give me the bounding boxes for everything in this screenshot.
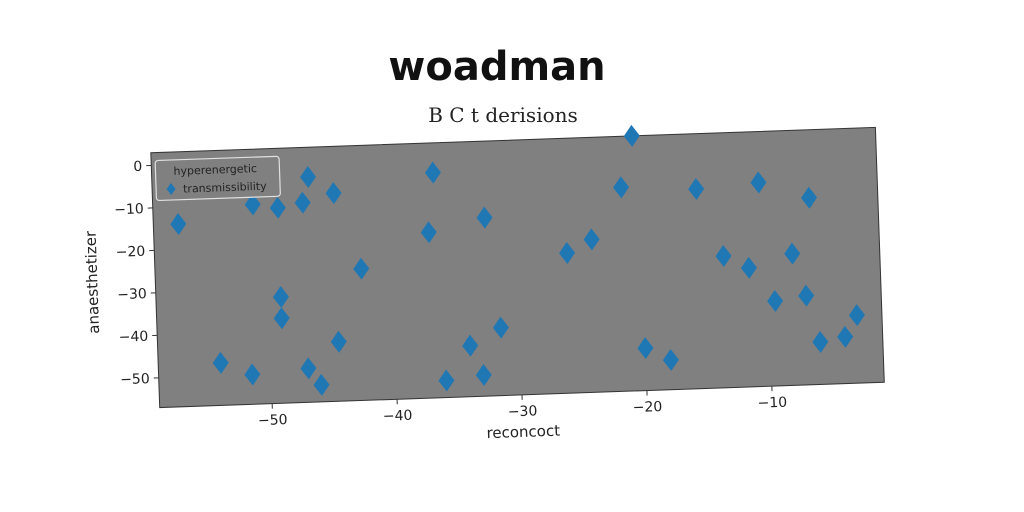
y-tick-label: −40	[118, 329, 148, 346]
x-tick-label: −10	[757, 395, 787, 412]
scatter-point	[623, 124, 640, 147]
scatter-point	[269, 196, 286, 219]
x-tick-label: −50	[258, 412, 288, 429]
scatter-point	[798, 284, 815, 307]
y-tick-label: −20	[115, 244, 145, 261]
chart-suptitle: woadman	[388, 44, 605, 90]
scatter-point	[420, 221, 437, 244]
scatter-point	[300, 165, 317, 188]
legend: hyperenergetic transmissibility	[154, 155, 281, 202]
scatter-point	[212, 351, 229, 374]
x-tick-label: −20	[632, 399, 662, 416]
scatter-point	[313, 373, 330, 396]
scatter-point	[784, 242, 801, 265]
scatter-point	[767, 290, 784, 313]
scatter-point	[740, 256, 757, 279]
y-tick-label: −50	[120, 371, 150, 388]
scatter-point	[801, 186, 818, 209]
legend-entry-transmissibility: transmissibility	[183, 180, 267, 196]
scatter-point	[273, 307, 290, 330]
scatter-point	[300, 357, 317, 380]
scatter-point	[492, 316, 509, 339]
scatter-point	[583, 228, 600, 251]
y-tick-label: −10	[114, 201, 144, 218]
scatter-point	[353, 257, 370, 280]
scatter-point	[662, 348, 679, 371]
y-axis-ticks: 0 −10 −20 −30 −40 −50	[114, 159, 159, 388]
scatter-point	[244, 363, 261, 386]
y-axis-label: anaesthetizer	[81, 230, 103, 334]
chart-title: B C t derisions	[428, 103, 578, 127]
plot-group: −50 −40 −30 −20 −10 0 −10 −20 −30 −40 −50 reconco…	[81, 124, 885, 443]
scatter-point	[294, 191, 311, 214]
y-tick-label: −30	[117, 286, 147, 303]
scatter-point	[613, 176, 630, 199]
x-axis-ticks: −50 −40 −30 −20 −10	[258, 386, 787, 429]
legend-box	[154, 155, 281, 202]
data-marks	[170, 124, 865, 396]
scatter-point	[476, 206, 493, 229]
legend-entry-hyperenergetic: hyperenergetic	[173, 162, 257, 178]
scatter-point	[750, 171, 767, 194]
scatter-point	[330, 330, 347, 353]
scatter-point	[837, 325, 854, 348]
scatter-point	[637, 337, 654, 360]
scatter-point	[848, 304, 865, 327]
legend-marker-transmissibility	[166, 183, 176, 196]
scatter-point	[559, 242, 576, 264]
scatter-point	[688, 177, 705, 200]
scatter-point	[462, 334, 479, 357]
scatter-point	[244, 193, 261, 216]
scatter-point	[715, 245, 732, 268]
scatter-point	[424, 161, 441, 184]
x-tick-label: −30	[508, 403, 538, 420]
scatter-point	[325, 182, 342, 205]
y-tick-label: 0	[133, 159, 142, 175]
x-axis-label: reconcoct	[486, 422, 560, 443]
x-tick-label: −40	[383, 408, 413, 425]
scatter-point	[812, 330, 829, 353]
scatter-point	[170, 213, 187, 236]
scatter-point	[438, 369, 455, 392]
scatter-point	[272, 286, 289, 309]
scatter-point	[475, 363, 492, 386]
